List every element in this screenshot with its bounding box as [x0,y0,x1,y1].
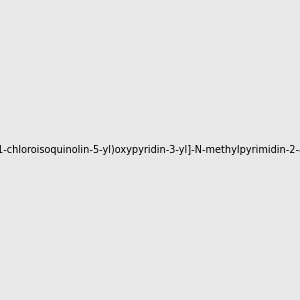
Text: 4-[2-(1-chloroisoquinolin-5-yl)oxypyridin-3-yl]-N-methylpyrimidin-2-amine: 4-[2-(1-chloroisoquinolin-5-yl)oxypyridi… [0,145,300,155]
